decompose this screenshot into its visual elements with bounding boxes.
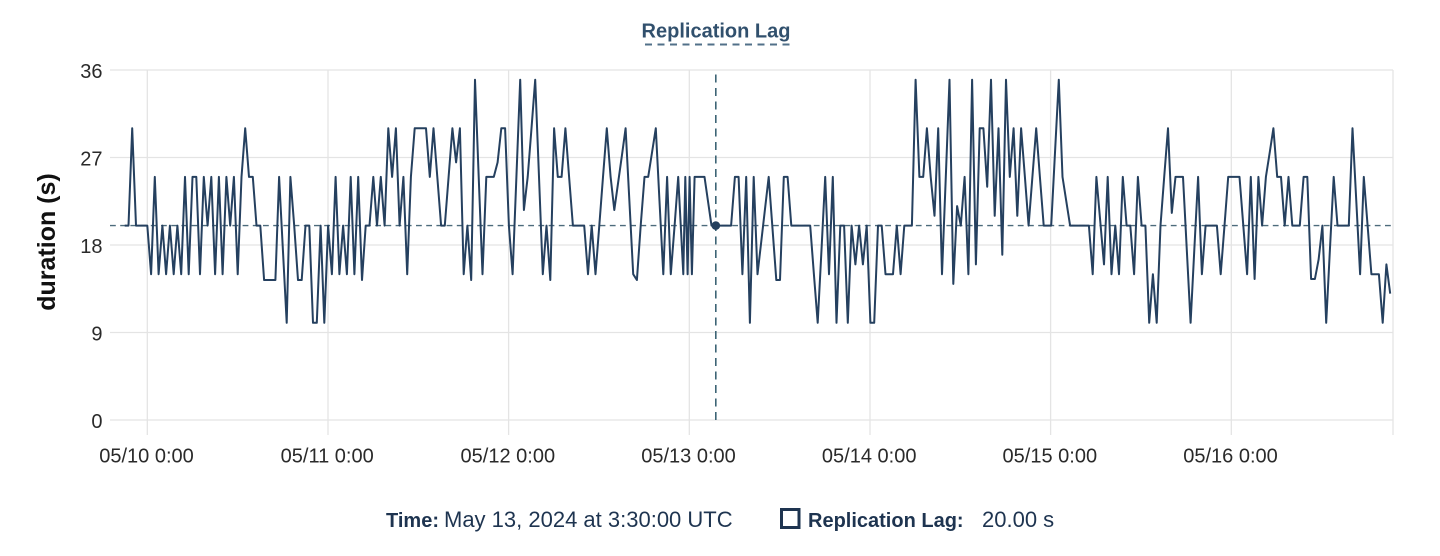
svg-text:05/14 0:00: 05/14 0:00 bbox=[822, 446, 917, 468]
svg-text:20.00 s: 20.00 s bbox=[982, 507, 1054, 532]
svg-text:0: 0 bbox=[91, 411, 102, 433]
svg-text:05/12 0:00: 05/12 0:00 bbox=[461, 446, 556, 468]
svg-text:05/11 0:00: 05/11 0:00 bbox=[281, 446, 374, 468]
svg-text:36: 36 bbox=[80, 61, 102, 83]
svg-text:May 13, 2024 at 3:30:00 UTC: May 13, 2024 at 3:30:00 UTC bbox=[444, 507, 733, 532]
svg-text:05/10 0:00: 05/10 0:00 bbox=[99, 446, 194, 468]
svg-text:9: 9 bbox=[91, 324, 102, 346]
svg-text:Replication Lag: Replication Lag bbox=[642, 21, 791, 43]
svg-text:05/16 0:00: 05/16 0:00 bbox=[1183, 446, 1278, 468]
svg-text:Time:: Time: bbox=[386, 510, 439, 532]
svg-text:27: 27 bbox=[80, 149, 102, 171]
svg-text:Replication Lag:: Replication Lag: bbox=[808, 510, 964, 532]
svg-text:05/13 0:00: 05/13 0:00 bbox=[641, 446, 736, 468]
svg-text:duration (s): duration (s) bbox=[33, 173, 61, 311]
svg-text:05/15 0:00: 05/15 0:00 bbox=[1003, 446, 1098, 468]
svg-text:18: 18 bbox=[80, 236, 102, 258]
